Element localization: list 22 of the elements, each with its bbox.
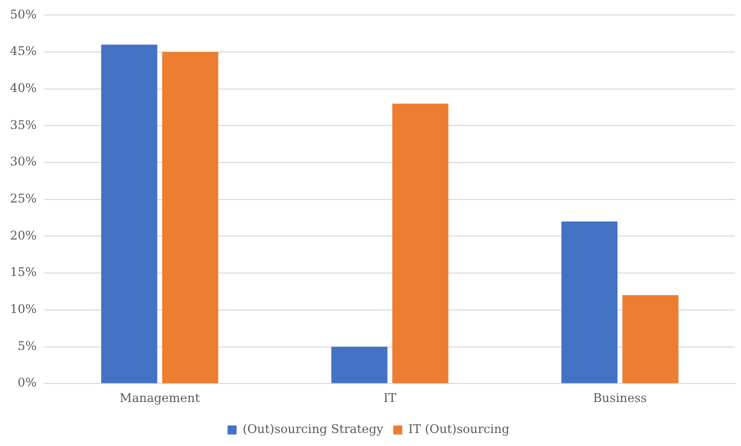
x-tick-label: Business (593, 390, 647, 405)
legend-label: IT (Out)sourcing (408, 422, 510, 436)
bar (162, 52, 218, 384)
bar (561, 222, 618, 384)
bar (331, 346, 388, 384)
y-tick-label: 50% (10, 7, 37, 22)
y-tick-label: 40% (10, 81, 37, 96)
bar (392, 104, 448, 384)
bar (101, 44, 158, 384)
legend-label: (Out)sourcing Strategy (242, 422, 384, 436)
x-tick-label: Management (120, 390, 200, 405)
y-tick-label: 45% (10, 44, 37, 58)
y-tick-label: 15% (10, 265, 37, 280)
y-tick-label: 10% (10, 302, 37, 316)
y-tick-label: 25% (10, 192, 37, 206)
bar (622, 295, 678, 384)
y-tick-label: 30% (10, 154, 37, 169)
x-tick-label: IT (383, 390, 396, 405)
y-tick-label: 20% (10, 228, 37, 242)
y-tick-label: 35% (10, 118, 37, 132)
y-tick-label: 0% (18, 376, 37, 390)
y-tick-label: 5% (18, 338, 37, 353)
